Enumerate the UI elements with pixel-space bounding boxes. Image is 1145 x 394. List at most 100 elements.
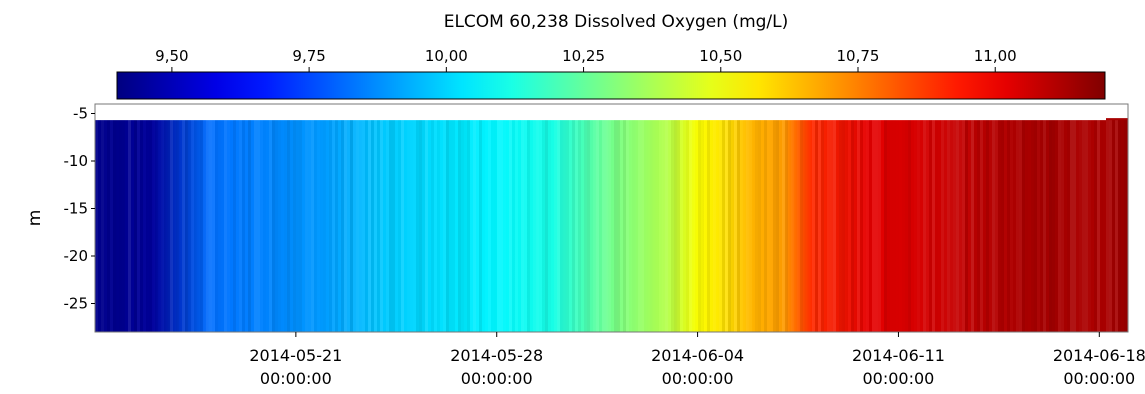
texture-strip bbox=[530, 120, 533, 332]
texture-strip bbox=[422, 120, 425, 332]
texture-strip bbox=[407, 120, 410, 332]
colorbar: 9,50 9,75 10,00 10,25 10,50 10,75 11,00 bbox=[116, 47, 1106, 100]
texture-strip bbox=[1079, 120, 1082, 332]
x-axis: 2014-05-21 00:00:00 2014-05-28 00:00:00 2014… bbox=[249, 332, 1145, 388]
texture-strip bbox=[800, 120, 803, 332]
texture-strip bbox=[557, 120, 560, 332]
texture-strip bbox=[548, 120, 551, 332]
texture-strip bbox=[743, 120, 746, 332]
texture-strip bbox=[839, 120, 842, 332]
texture-strip bbox=[863, 120, 866, 332]
texture-strip bbox=[575, 120, 578, 332]
texture-strip bbox=[95, 120, 98, 332]
texture-strip bbox=[911, 120, 914, 332]
texture-strip bbox=[953, 120, 956, 332]
texture-strip bbox=[929, 120, 932, 332]
texture-strip bbox=[722, 120, 725, 332]
texture-strip bbox=[611, 120, 614, 332]
texture-strip bbox=[386, 120, 389, 332]
texture-strip bbox=[350, 120, 353, 332]
y-tick-label: -25 bbox=[64, 295, 89, 313]
x-tick-date: 2014-06-18 bbox=[1053, 346, 1145, 365]
texture-strip bbox=[266, 120, 269, 332]
texture-strip bbox=[476, 120, 479, 332]
texture-strip bbox=[1124, 120, 1127, 332]
texture-strip bbox=[827, 120, 830, 332]
texture-strip bbox=[788, 120, 791, 332]
texture-strip bbox=[278, 120, 281, 332]
texture-strip bbox=[347, 120, 350, 332]
texture-strip bbox=[974, 120, 977, 332]
texture-strip bbox=[275, 120, 278, 332]
texture-strip bbox=[200, 120, 203, 332]
texture-strip bbox=[395, 120, 398, 332]
texture-strip bbox=[503, 120, 506, 332]
texture-strip bbox=[338, 120, 341, 332]
texture-strip bbox=[1073, 120, 1076, 332]
texture-strip bbox=[404, 120, 407, 332]
texture-strip bbox=[239, 120, 242, 332]
texture-strip bbox=[665, 120, 668, 332]
texture-strip bbox=[521, 120, 524, 332]
texture-strip bbox=[1025, 120, 1028, 332]
colorbar-tick-label: 10,25 bbox=[562, 47, 605, 65]
field-texture bbox=[95, 120, 1128, 332]
texture-strip bbox=[746, 120, 749, 332]
texture-strip bbox=[950, 120, 953, 332]
texture-strip bbox=[299, 120, 302, 332]
texture-strip bbox=[893, 120, 896, 332]
texture-strip bbox=[1004, 120, 1007, 332]
texture-strip bbox=[842, 120, 845, 332]
texture-strip bbox=[440, 120, 443, 332]
texture-strip bbox=[356, 120, 359, 332]
texture-strip bbox=[137, 120, 140, 332]
x-tick-date: 2014-05-21 bbox=[249, 346, 342, 365]
texture-strip bbox=[683, 120, 686, 332]
texture-strip bbox=[185, 120, 188, 332]
texture-strip bbox=[125, 120, 128, 332]
texture-strip bbox=[482, 120, 485, 332]
texture-strip bbox=[344, 120, 347, 332]
texture-strip bbox=[815, 120, 818, 332]
texture-strip bbox=[122, 120, 125, 332]
texture-strip bbox=[749, 120, 752, 332]
texture-strip bbox=[1055, 120, 1058, 332]
texture-strip bbox=[656, 120, 659, 332]
texture-strip bbox=[770, 120, 773, 332]
texture-strip bbox=[869, 120, 872, 332]
texture-strip bbox=[989, 120, 992, 332]
texture-strip bbox=[854, 120, 857, 332]
texture-strip bbox=[281, 120, 284, 332]
texture-strip bbox=[218, 120, 221, 332]
texture-strip bbox=[308, 120, 311, 332]
texture-strip bbox=[362, 120, 365, 332]
texture-strip bbox=[1121, 120, 1124, 332]
texture-strip bbox=[881, 120, 884, 332]
texture-strip bbox=[938, 120, 941, 332]
texture-strip bbox=[518, 120, 521, 332]
texture-strip bbox=[353, 120, 356, 332]
y-axis: -5 -10 -15 -20 -25 bbox=[64, 105, 95, 313]
texture-strip bbox=[605, 120, 608, 332]
texture-strip bbox=[371, 120, 374, 332]
texture-strip bbox=[971, 120, 974, 332]
texture-strip bbox=[587, 120, 590, 332]
texture-strip bbox=[206, 120, 209, 332]
texture-strip bbox=[1118, 120, 1121, 332]
texture-strip bbox=[914, 120, 917, 332]
texture-strip bbox=[401, 120, 404, 332]
texture-strip bbox=[593, 120, 596, 332]
texture-strip bbox=[1058, 120, 1061, 332]
texture-strip bbox=[191, 120, 194, 332]
texture-strip bbox=[479, 120, 482, 332]
texture-strip bbox=[323, 120, 326, 332]
texture-strip bbox=[431, 120, 434, 332]
texture-strip bbox=[221, 120, 224, 332]
texture-strip bbox=[434, 120, 437, 332]
texture-strip bbox=[719, 120, 722, 332]
texture-strip bbox=[959, 120, 962, 332]
texture-strip bbox=[1067, 120, 1070, 332]
texture-strip bbox=[731, 120, 734, 332]
texture-strip bbox=[1097, 120, 1100, 332]
texture-strip bbox=[1034, 120, 1037, 332]
